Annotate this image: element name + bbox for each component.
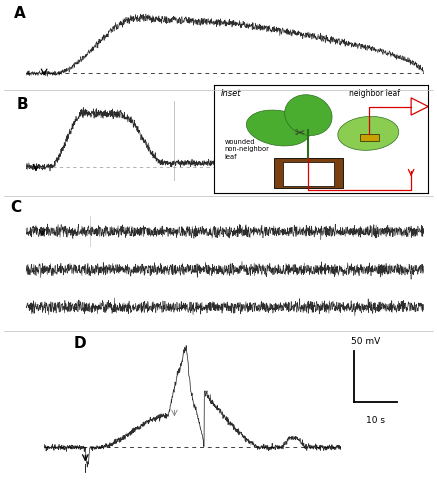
Text: neighbor leaf: neighbor leaf <box>349 90 400 98</box>
Text: B: B <box>17 97 28 112</box>
Text: ✂: ✂ <box>295 127 305 140</box>
Bar <box>360 134 379 141</box>
Polygon shape <box>411 98 428 115</box>
Text: C: C <box>10 200 21 216</box>
Ellipse shape <box>284 94 332 136</box>
Bar <box>274 158 343 188</box>
Bar <box>283 162 334 186</box>
Ellipse shape <box>338 116 399 150</box>
Text: wounded
non-neighbor
leaf: wounded non-neighbor leaf <box>225 139 270 160</box>
Ellipse shape <box>246 110 310 146</box>
Text: A: A <box>14 6 26 21</box>
Text: 50 mV: 50 mV <box>351 337 381 346</box>
Text: Inset: Inset <box>221 90 241 98</box>
Text: 10 s: 10 s <box>366 416 385 425</box>
Text: D: D <box>73 336 86 351</box>
